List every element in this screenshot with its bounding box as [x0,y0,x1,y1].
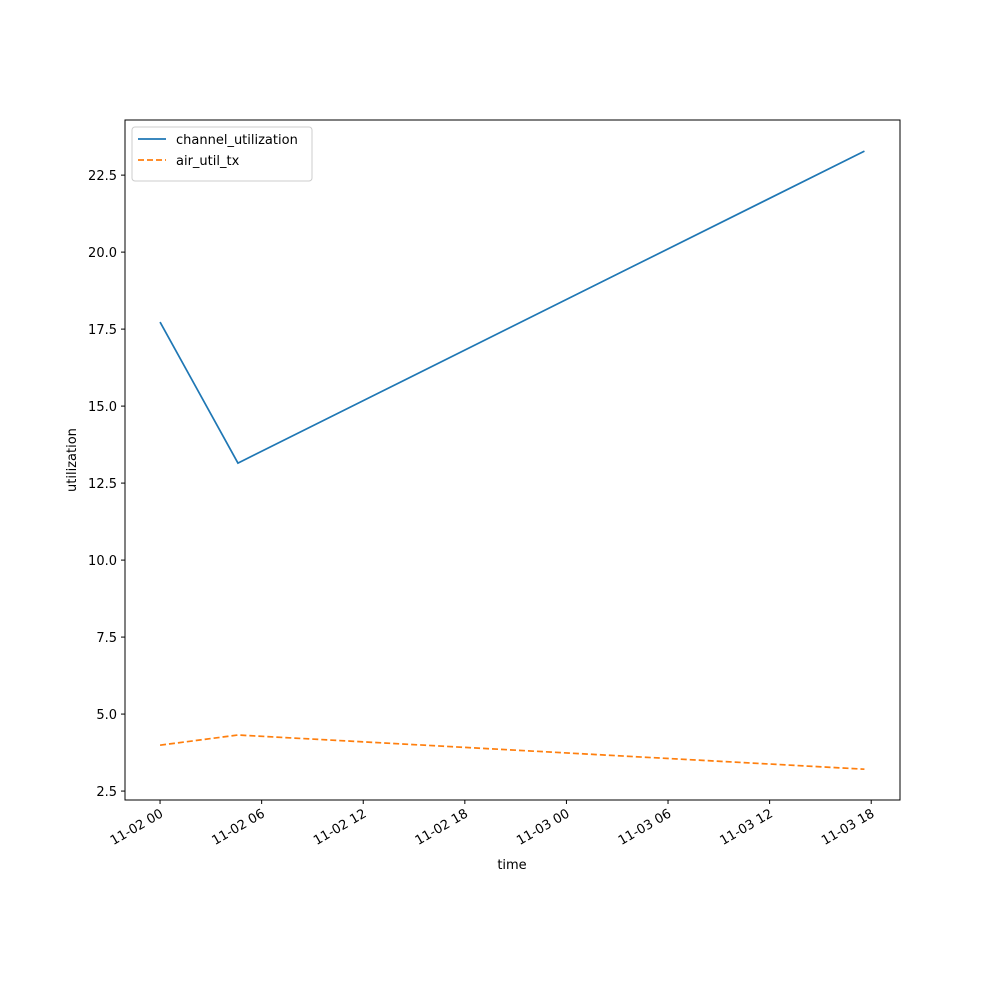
y-tick-label: 22.5 [88,169,117,184]
legend-box [131,126,313,182]
y-tick-label: 2.5 [96,785,117,800]
y-tick-label: 10.0 [88,554,117,569]
y-tick-label: 7.5 [96,631,117,646]
series-line [159,734,865,771]
x-axis-label: time [497,858,526,873]
legend-label: channel_utilization [176,133,298,148]
y-tick-label: 12.5 [88,477,117,492]
y-tick-label: 5.0 [96,708,117,723]
plot-frame [124,119,901,801]
y-axis-label: utilization [65,428,80,492]
series-line [159,150,865,465]
y-tick-label: 15.0 [88,400,117,415]
y-tick-label: 20.0 [88,246,117,261]
legend-label: air_util_tx [176,154,240,169]
y-tick-label: 17.5 [88,323,117,338]
